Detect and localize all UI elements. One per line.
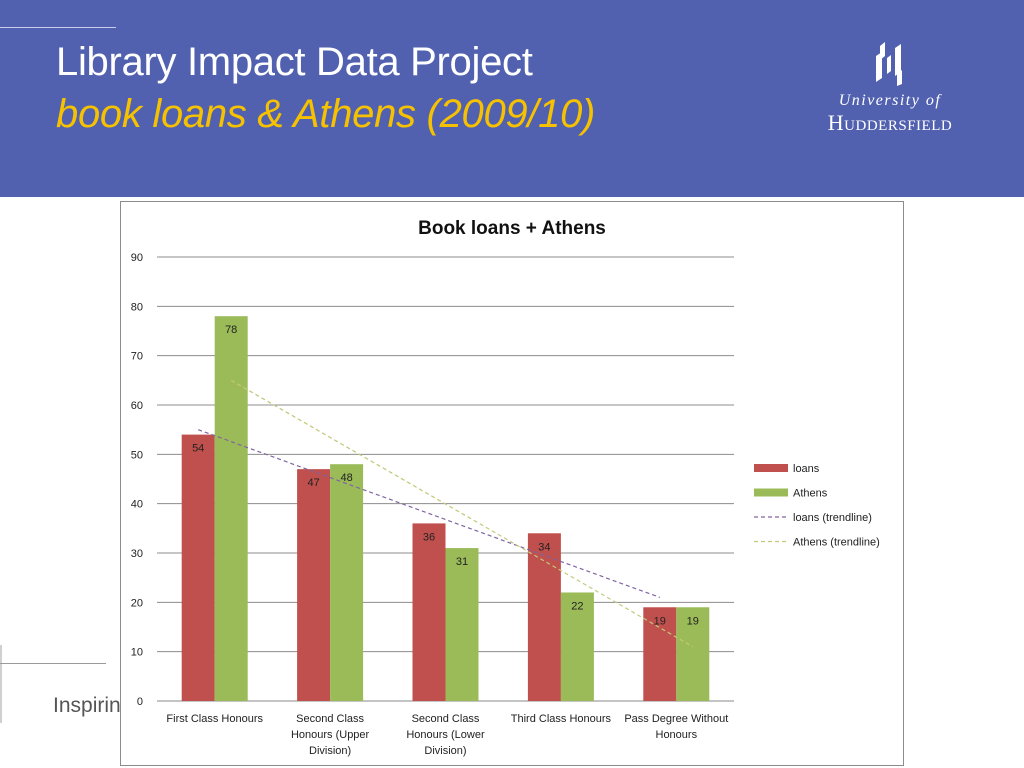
data-label: 47 — [307, 477, 319, 489]
bar-athens — [214, 316, 248, 701]
bar-loans — [412, 523, 446, 701]
legend-entry: loans (trendline) — [793, 512, 872, 524]
legend-swatch — [754, 464, 788, 472]
data-label: 36 — [423, 531, 435, 543]
chart-frame: Book loans + Athens 0 10 20 30 40 50 60 70 80 90 Fi… — [120, 201, 904, 766]
banner-rule — [0, 27, 116, 28]
bar-loans — [527, 533, 561, 701]
trendline — [197, 429, 661, 598]
bar-athens — [560, 592, 594, 701]
x-category-label: Pass Degree Without Honours — [624, 713, 728, 741]
trendline — [230, 379, 694, 648]
y-tick-label: 40 — [131, 499, 143, 511]
bar-loans — [643, 607, 677, 701]
title-banner: Library Impact Data Project book loans &… — [0, 0, 1024, 197]
bar-athens — [445, 548, 479, 701]
slide-title: Library Impact Data Project — [56, 40, 533, 84]
footer-bracket — [0, 645, 2, 723]
logo-line-huddersfield: Huddersfield — [827, 110, 953, 135]
legend-entry: loans — [793, 463, 820, 475]
y-tick-label: 60 — [131, 400, 143, 412]
data-label: 19 — [654, 615, 666, 627]
y-tick-label: 30 — [131, 548, 143, 560]
bar-loans — [297, 469, 331, 701]
data-label: 48 — [340, 472, 352, 484]
crest-icon — [876, 42, 902, 86]
x-category-label: Third Class Honours — [511, 713, 612, 725]
y-tick-label: 80 — [131, 301, 143, 313]
bar-athens — [330, 464, 364, 701]
y-tick-label: 10 — [131, 647, 143, 659]
data-label: 34 — [538, 541, 550, 553]
x-category-label: First Class Honours — [166, 713, 263, 725]
x-category-label: Second Class Honours (Upper Division) — [291, 713, 370, 757]
data-label: 54 — [192, 443, 204, 455]
slide-subtitle: book loans & Athens (2009/10) — [56, 92, 596, 136]
bar-chart: Book loans + Athens 0 10 20 30 40 50 60 70 80 90 Fi… — [131, 218, 880, 757]
university-logo: University of Huddersfield — [800, 38, 980, 138]
data-label: 22 — [571, 600, 583, 612]
chart-title: Book loans + Athens — [418, 218, 606, 239]
data-label: 78 — [225, 324, 237, 336]
legend-entry: Athens (trendline) — [793, 537, 880, 549]
legend-swatch — [754, 488, 788, 497]
legend-entry: Athens — [793, 488, 828, 500]
y-tick-label: 50 — [131, 449, 143, 461]
y-tick-label: 0 — [137, 696, 143, 708]
y-tick-label: 20 — [131, 597, 143, 609]
y-tick-label: 90 — [131, 252, 143, 264]
data-label: 31 — [456, 556, 468, 568]
footer-tagline: Inspiring — [53, 694, 133, 717]
data-label: 19 — [687, 615, 699, 627]
bar-loans — [181, 434, 215, 701]
x-category-label: Second Class Honours (Lower Division) — [406, 713, 485, 757]
bar-athens — [676, 607, 710, 701]
logo-line-university: University of — [838, 92, 942, 109]
y-tick-label: 70 — [131, 351, 143, 363]
footer-rule — [0, 663, 106, 664]
